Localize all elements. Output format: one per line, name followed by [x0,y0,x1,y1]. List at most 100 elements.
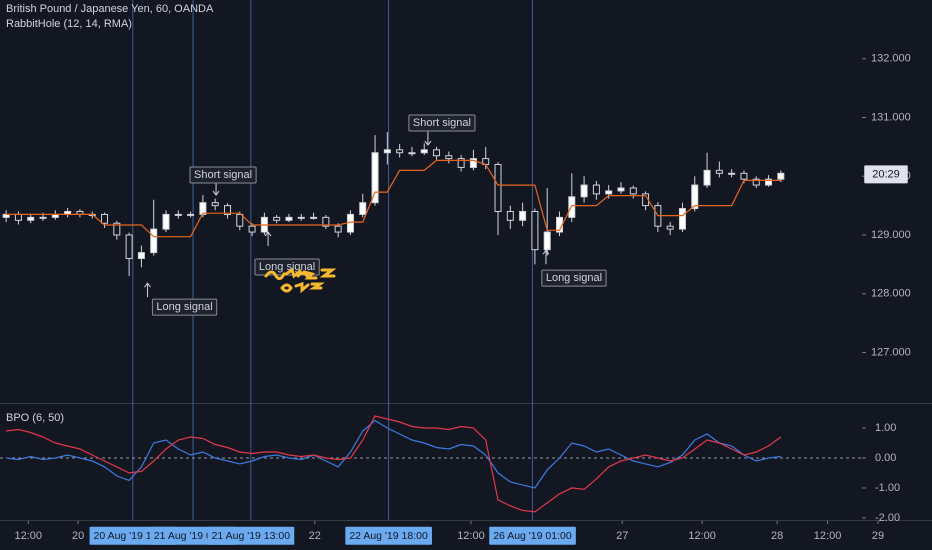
candle-body [285,216,293,221]
x-tick-label: 12:00 [457,530,485,542]
signal-time-box [489,526,576,545]
candle-body [728,172,736,175]
candle-body [359,202,367,215]
candle-body [445,155,453,160]
candle-body [519,210,527,221]
candle-body [408,152,416,155]
signal-label-box [189,166,257,184]
candle-body [383,149,391,154]
candle-body [469,158,477,168]
candle-body [371,152,379,204]
signal-time-label: 21 Aug '19 13:00 [212,530,291,542]
candle-body [666,225,674,230]
indicator-label: RabbitHole (12, 14, RMA) [6,18,132,30]
y-tick-label: 132.000 [871,53,911,65]
candle-body [740,172,748,180]
candle-body [678,208,686,230]
candle-body [125,234,133,259]
doodle [264,267,337,294]
candle-body [334,225,342,233]
candle-body [494,163,502,212]
price-label: 20:29 [872,168,900,180]
x-tick-label: 27 [616,530,628,542]
signal-label: Short signal [194,169,252,181]
candle-body [543,231,551,251]
candle-body [580,184,588,198]
main-title: British Pound / Japanese Yen, 60, OANDA [6,3,214,15]
candle-body [765,178,773,186]
y-tick-label: 128.000 [871,288,911,300]
candle-body [14,213,22,221]
candle-body [150,228,158,254]
x-tick-label: 22 [309,530,321,542]
candle-body [420,149,428,154]
candle-body [691,184,699,210]
x-tick-label: 12:00 [15,530,43,542]
y-tick-label: 0.00 [875,452,896,464]
candle-body [592,184,600,195]
candle-body [211,202,219,207]
candle-body [531,210,539,251]
signal-label: Long signal [259,261,315,273]
signal-time-box [207,526,295,545]
candle-body [715,169,723,174]
candle-body [187,213,195,216]
rabbithole-line [6,159,781,238]
x-tick-label: 29 [872,530,884,542]
candle-body [605,190,613,195]
signal-time-label: 26 Aug '19 01:00 [493,530,572,542]
arrow-head [144,282,151,288]
candle-body [568,196,576,218]
x-tick-label: 12:00 [814,530,842,542]
arrow-head [212,190,220,196]
oscillator-title: BPO (6, 50) [6,412,64,424]
candle-body [162,213,170,230]
candle-body [223,205,231,215]
candle-body [248,225,256,233]
candle-body [137,252,145,259]
oscillator-line [6,415,782,513]
candle-body [777,172,785,180]
candle-body [236,213,244,227]
x-tick-label: 28 [771,530,783,542]
y-tick-label: 1.00 [875,422,896,434]
arrow-head [424,140,432,146]
y-tick-label: 129.000 [871,229,911,241]
signal-time-box [345,526,432,545]
candle-body [101,213,109,224]
candle-body [457,158,465,168]
y-tick-label: 127.000 [871,346,911,358]
candle-body [310,216,318,219]
candle-body [433,149,441,157]
y-tick-label: -2.00 [875,512,900,524]
candle-body [322,216,330,227]
candle-body [346,213,354,233]
signal-label: Long signal [156,301,212,313]
x-tick-label: 20 [72,530,84,542]
candle-body [703,169,711,186]
signal-time-label: 22 Aug '19 18:00 [349,530,428,542]
y-tick-label: -1.00 [875,482,900,494]
candle-body [396,149,404,154]
candle-body [39,216,47,219]
price-label-box [864,165,908,184]
arrow-head [542,249,550,255]
candle-body [629,187,637,195]
signal-label: Short signal [413,117,471,129]
candle-body [752,178,760,186]
candle-body [273,216,281,221]
arrow-head [264,231,272,237]
signal-label-box [151,298,218,316]
x-tick-label: 12:00 [688,530,716,542]
candle-body [297,216,305,219]
candle-body [113,222,121,236]
candle-body [617,187,625,192]
candle-body [174,213,182,216]
y-tick-label: 131.000 [871,111,911,123]
signal-label: Long signal [546,272,602,284]
signal-label-box [408,114,476,132]
signal-label-box [541,269,607,287]
candle-body [506,210,514,221]
